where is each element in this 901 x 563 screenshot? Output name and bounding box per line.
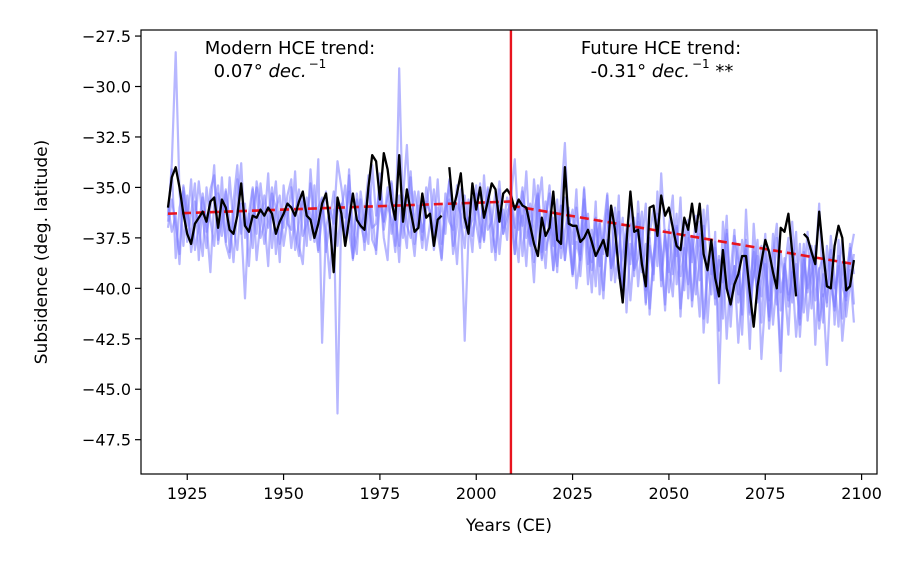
modern-trend-unit: dec. (268, 61, 306, 82)
future-trend-value: -0.31° dec. −1 ** (591, 57, 734, 82)
y-tick-label: −35.0 (82, 178, 131, 197)
future-trend-title: Future HCE trend: (581, 38, 741, 59)
x-axis-ticks: 1925 1950 1975 2000 2025 2050 2075 2100 (167, 474, 882, 503)
future-trend-exponent: −1 (692, 57, 710, 71)
modern-trend-exponent: −1 (309, 57, 327, 71)
ensemble-mean-line (166, 151, 856, 328)
y-axis-label: Subsidence (deg. latitude) (32, 140, 52, 365)
x-tick-label: 1975 (360, 484, 401, 503)
x-tick-label: 2100 (841, 484, 882, 503)
future-trend-significance: ** (710, 61, 734, 82)
y-tick-label: −42.5 (82, 330, 131, 349)
plot-frame (140, 29, 878, 475)
future-trend-unit: dec. (652, 61, 690, 82)
y-tick-label: −27.5 (82, 27, 131, 46)
y-tick-label: −47.5 (82, 431, 131, 450)
y-tick-label: −37.5 (82, 229, 131, 248)
x-tick-label: 2075 (745, 484, 786, 503)
x-tick-label: 2000 (456, 484, 497, 503)
mean-line-group (166, 151, 856, 328)
x-tick-label: 2050 (649, 484, 690, 503)
y-axis-ticks: −47.5 −45.0 −42.5 −40.0 −37.5 −35.0 −32.5 −30.0… (82, 27, 141, 450)
x-tick-label: 1925 (167, 484, 208, 503)
y-tick-label: −32.5 (82, 128, 131, 147)
modern-trend-number: 0.07° (214, 61, 269, 82)
modern-trend-value: 0.07° dec. −1 (214, 57, 327, 82)
x-tick-label: 1950 (263, 484, 304, 503)
x-axis-label: Years (CE) (465, 516, 552, 536)
future-trend-number: -0.31° (591, 61, 652, 82)
modern-trend-title: Modern HCE trend: (205, 38, 376, 59)
y-tick-label: −40.0 (82, 279, 131, 298)
x-tick-label: 2025 (552, 484, 593, 503)
y-tick-label: −45.0 (82, 380, 131, 399)
y-tick-label: −30.0 (82, 78, 131, 97)
